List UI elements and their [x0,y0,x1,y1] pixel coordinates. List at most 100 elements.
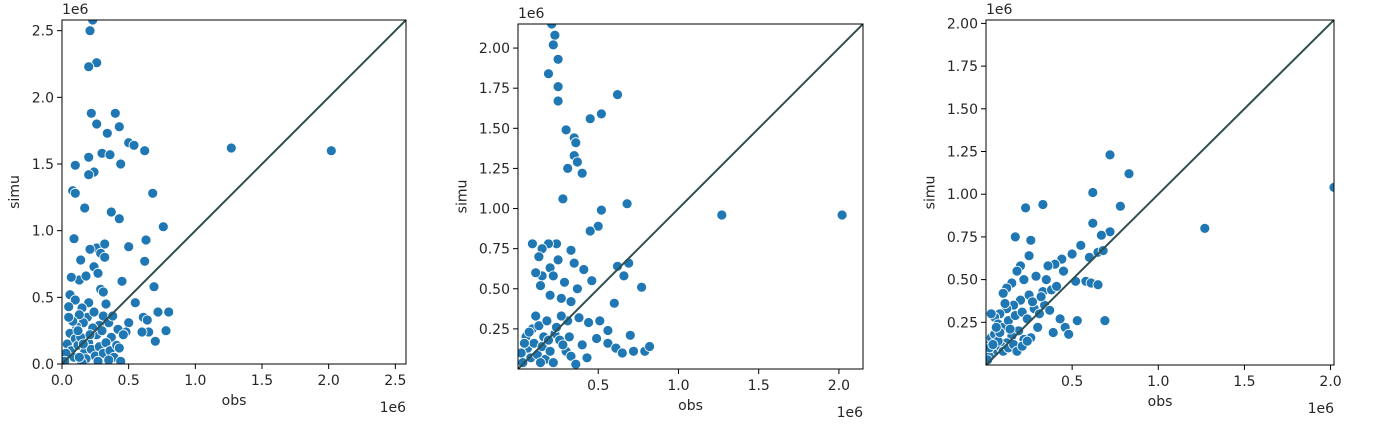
y-tick-label: 0.75 [479,242,510,258]
data-point [573,312,585,324]
data-point [139,145,151,157]
y-tick-label: 0.25 [479,322,510,338]
data-point [1020,202,1031,214]
data-point [1047,327,1059,338]
data-point [602,337,614,349]
x-axis-label: obs [1148,394,1173,410]
data-point [987,339,999,350]
data-point [83,169,95,181]
data-point [115,158,127,170]
data-point [1042,260,1054,272]
data-point [1032,321,1044,333]
plot-frame [517,23,864,370]
x-tick-label: 1.5 [251,373,273,389]
data-point [63,301,75,313]
y-tick-label: 1.00 [479,202,510,218]
plot-frame [61,19,407,365]
data-point [608,297,620,309]
data-point [1027,296,1038,308]
data-point [149,335,161,347]
data-point [225,142,237,154]
data-point [1044,304,1056,316]
data-point [148,281,160,293]
data-point [91,118,103,130]
data-point [557,193,569,205]
data-point [576,339,588,351]
data-point [523,326,535,338]
data-point [581,352,593,364]
data-point [535,357,546,369]
data-point [101,127,113,139]
data-point [80,270,92,282]
y-tick-label: 2.00 [479,41,510,57]
x-tick-label: 1.0 [1147,374,1169,390]
data-point [69,294,81,306]
y-tick-label: 1.5 [32,157,54,173]
data-point [109,107,121,119]
data-point [128,139,140,151]
data-point [113,121,125,133]
data-point [547,270,559,282]
data-point [103,354,115,364]
data-point [1115,200,1126,212]
data-point [99,238,111,250]
data-point [562,162,574,174]
data-point [72,325,84,337]
data-point [123,241,135,253]
x-tick-label: 2.0 [318,373,340,389]
data-point [1071,315,1083,327]
data-point [612,260,623,272]
scatter-chart-2: 0.5 1.0 1.5 2.0 0.25 0.50 0.75 1.00 1.25 1.50 1.75… [454,6,864,421]
data-point [325,145,337,157]
data-point [576,167,588,179]
data-point [92,355,104,364]
data-point [591,333,602,344]
data-point [596,108,607,120]
data-point [115,355,127,364]
x-tick-label: 2.0 [828,378,850,394]
data-point [616,347,628,359]
data-point [69,187,81,199]
data-point [644,341,655,352]
data-point [612,89,623,100]
data-point [1063,328,1075,340]
data-point [1018,274,1030,286]
data-point [157,221,169,233]
data-point [552,81,564,92]
data-point [555,310,567,322]
data-point [83,151,95,163]
data-point [527,238,538,250]
x-axis-label: obs [678,398,703,414]
data-point [1097,245,1109,257]
x-tick-label: 0.0 [51,373,73,389]
data-point [123,317,135,329]
data-point [1104,149,1116,161]
data-point [73,309,85,321]
data-point [1070,275,1081,287]
data-point [152,306,164,318]
data-point [530,310,542,322]
data-point [79,202,91,214]
data-point [565,244,577,256]
data-point [628,345,639,357]
points-group [986,149,1334,365]
x-offset-label: 1e6 [1308,401,1335,417]
data-point [533,251,545,263]
y-axis-label: simu [454,180,470,214]
data-point [519,337,530,349]
x-tick-label: 1.5 [1233,374,1255,390]
data-point [97,286,109,298]
data-point [1021,313,1033,325]
data-point [68,233,80,245]
data-point [543,68,554,80]
data-point [552,254,564,266]
data-point [559,276,570,288]
data-point [555,292,567,304]
data-point [100,298,112,310]
data-point [136,326,148,338]
data-point [836,209,848,221]
data-point [716,209,728,221]
data-point [63,311,75,323]
data-point [547,357,559,369]
y-tick-label: 0.50 [947,273,978,289]
